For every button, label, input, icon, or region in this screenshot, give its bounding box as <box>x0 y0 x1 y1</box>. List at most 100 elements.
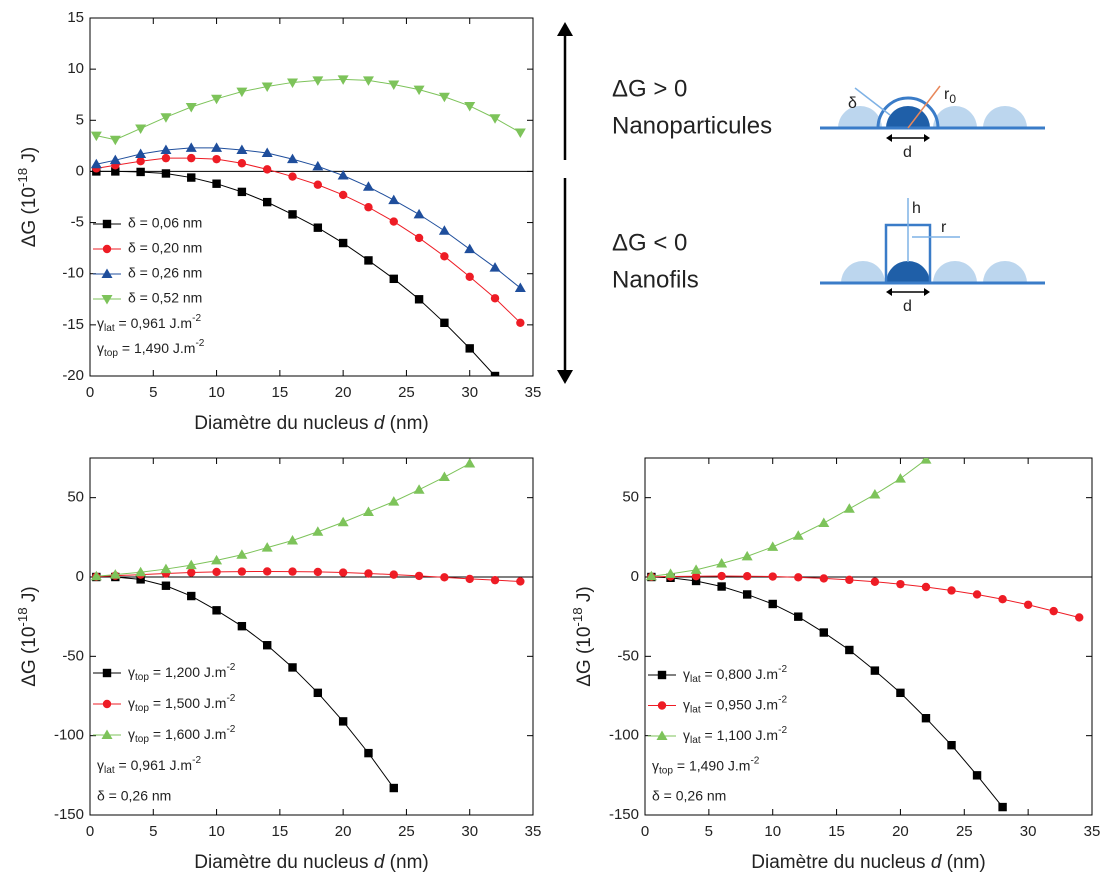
marker <box>741 550 753 561</box>
marker <box>896 579 905 589</box>
marker <box>388 80 400 90</box>
x-tick-label: 5 <box>705 823 713 840</box>
marker <box>135 124 147 134</box>
marker <box>869 488 881 499</box>
x-axis-label: Diamètre du nucleus d (nm) <box>194 852 428 873</box>
x-tick-label: 10 <box>208 823 225 840</box>
x-tick-label: 5 <box>149 384 157 401</box>
y-tick-label: 50 <box>622 489 639 506</box>
marker <box>261 147 273 158</box>
marker <box>136 157 145 166</box>
marker <box>665 568 677 578</box>
marker <box>313 567 323 577</box>
marker <box>490 371 500 376</box>
marker <box>364 256 373 265</box>
x-tick-label: 15 <box>272 384 289 401</box>
marker <box>438 92 450 103</box>
marker <box>362 76 374 86</box>
marker <box>792 530 804 540</box>
marker <box>414 233 424 243</box>
marker <box>287 535 299 545</box>
marker <box>237 567 247 576</box>
marker <box>236 87 248 98</box>
y-tick-label: -5 <box>71 214 84 231</box>
marker <box>236 144 248 154</box>
marker <box>414 295 424 304</box>
marker <box>794 573 803 582</box>
marker <box>389 274 398 284</box>
legend-label: δ = 0,06 nm <box>128 215 202 231</box>
marker <box>870 577 880 586</box>
marker <box>768 572 777 581</box>
marker <box>288 210 297 219</box>
plot-area <box>90 75 526 376</box>
marker <box>1023 600 1033 609</box>
x-tick-label: 20 <box>892 823 909 840</box>
legend-marker <box>656 730 668 740</box>
diagram-label: δ <box>848 95 857 112</box>
marker <box>212 567 221 577</box>
legend-marker <box>101 729 113 739</box>
legend-marker <box>102 219 112 229</box>
marker <box>1075 613 1084 622</box>
marker <box>819 628 828 637</box>
plot-frame <box>89 17 534 377</box>
marker <box>845 645 854 655</box>
y-tick-label: 0 <box>76 162 84 179</box>
marker <box>312 160 324 171</box>
x-axis-label: Diamètre du nucleus d (nm) <box>194 413 428 434</box>
y-tick-label: -150 <box>609 806 639 823</box>
legend-marker <box>102 244 112 254</box>
case-label: Nanofils <box>612 266 699 293</box>
marker <box>185 142 197 152</box>
y-tick-label: 50 <box>67 489 84 506</box>
marker <box>717 582 726 591</box>
marker <box>211 142 223 152</box>
legend-marker <box>101 268 113 278</box>
y-tick-label: -10 <box>62 265 84 282</box>
marker <box>845 575 854 585</box>
legend-marker <box>102 668 112 678</box>
marker <box>870 666 880 675</box>
plot-area <box>645 458 1084 812</box>
marker <box>312 526 324 536</box>
marker <box>843 503 855 513</box>
marker <box>464 243 476 254</box>
marker <box>109 569 121 579</box>
marker <box>263 165 272 174</box>
marker <box>364 203 373 212</box>
marker <box>490 575 500 585</box>
y-tick-label: -15 <box>62 316 84 333</box>
marker <box>109 135 121 146</box>
marker <box>389 570 398 579</box>
marker <box>362 181 374 191</box>
x-tick-label: 25 <box>398 823 415 840</box>
marker <box>920 458 932 464</box>
x-tick-label: 35 <box>1084 823 1101 840</box>
nanoparticle-diagram <box>820 85 1045 142</box>
marker <box>136 167 145 177</box>
marker <box>288 663 297 672</box>
marker <box>413 208 425 219</box>
double-arrow <box>557 22 573 384</box>
marker <box>187 173 196 182</box>
marker <box>111 167 120 176</box>
series-line <box>96 157 521 324</box>
annotation: δ = 0,26 nm <box>97 788 171 804</box>
marker <box>717 571 726 581</box>
marker <box>465 344 474 353</box>
case-title: ΔG > 0 <box>612 75 687 102</box>
series-line <box>651 575 1080 618</box>
marker <box>716 558 728 568</box>
marker <box>263 197 272 207</box>
marker <box>440 318 449 328</box>
y-tick-label: -100 <box>609 727 639 744</box>
marker <box>313 688 323 698</box>
marker <box>187 591 196 601</box>
marker <box>690 564 702 574</box>
marker <box>337 75 349 85</box>
marker <box>135 566 147 577</box>
marker <box>998 802 1007 812</box>
x-tick-label: 35 <box>525 823 542 840</box>
marker <box>364 569 373 578</box>
